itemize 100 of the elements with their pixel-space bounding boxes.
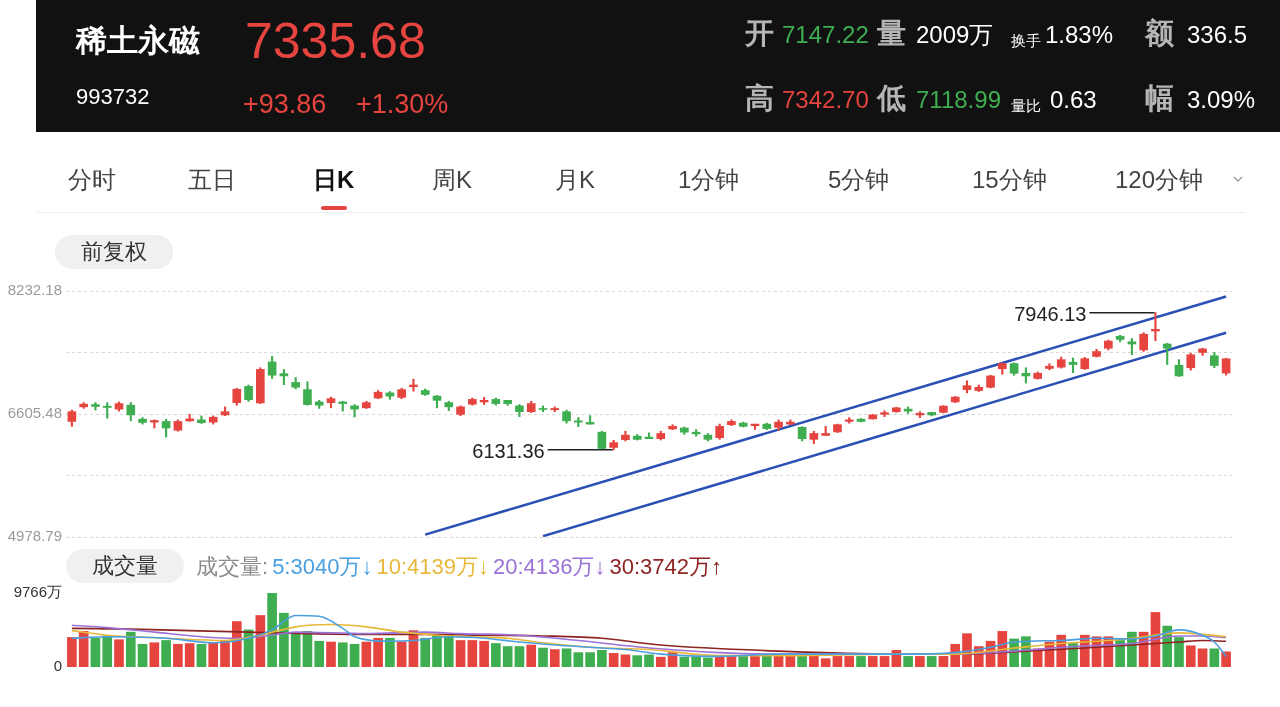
bar — [644, 654, 654, 667]
text: 开 — [745, 17, 774, 50]
chart-title: 成交量 — [66, 549, 184, 583]
bar — [161, 640, 171, 667]
text: 日K — [313, 165, 355, 195]
bar — [679, 656, 690, 667]
bar — [832, 656, 843, 667]
bar — [1185, 645, 1196, 667]
bar — [655, 656, 666, 667]
legend-title: 成交量: — [196, 553, 269, 581]
bar — [349, 643, 360, 667]
bar — [479, 640, 489, 667]
bar — [1209, 648, 1220, 667]
text: 幅 — [1145, 82, 1174, 115]
text: 量 — [877, 17, 906, 50]
candlestick — [409, 378, 418, 392]
bar — [597, 650, 607, 667]
bar — [514, 646, 525, 667]
text: 换手 — [1011, 32, 1041, 50]
y-tick-label: 8232.18 — [7, 281, 62, 299]
annotation: 7946.13 — [1014, 303, 1087, 326]
bar — [844, 656, 855, 667]
bar — [455, 640, 466, 667]
text: +1.30% — [356, 89, 449, 120]
line-series — [71, 614, 1227, 658]
bar — [750, 656, 760, 667]
y-tick-label: 0 — [53, 657, 62, 675]
bar — [502, 646, 513, 667]
bar — [856, 656, 866, 667]
bar — [549, 649, 560, 667]
bar — [573, 652, 584, 667]
bar — [361, 641, 372, 667]
text: 336.5 — [1187, 21, 1248, 49]
text: 15分钟 — [972, 165, 1047, 195]
bar — [385, 637, 395, 667]
bar — [184, 643, 195, 667]
bar — [585, 652, 595, 667]
bar — [396, 641, 407, 667]
text: 120分钟 — [1115, 165, 1204, 195]
text: 20:4136万↓ — [492, 553, 606, 581]
bar — [125, 631, 136, 667]
bar — [337, 642, 348, 667]
text: 额 — [1145, 17, 1174, 50]
text: 前复权 — [55, 235, 173, 269]
text: 7118.99 — [916, 86, 1001, 114]
bar — [620, 654, 631, 667]
bar — [267, 593, 277, 667]
bar — [1174, 637, 1184, 667]
text: 分时 — [68, 165, 116, 195]
bar — [867, 656, 878, 667]
bar — [903, 656, 913, 667]
bar — [220, 640, 230, 667]
text: 5分钟 — [828, 165, 890, 195]
text: 量比 — [1011, 97, 1041, 115]
bar — [432, 634, 442, 667]
bar — [926, 656, 937, 667]
bar — [691, 656, 701, 667]
bar — [137, 643, 148, 667]
bar — [90, 637, 101, 667]
bar — [173, 643, 183, 667]
bar — [820, 658, 831, 667]
bar — [1221, 651, 1231, 667]
text: 2009万 — [916, 21, 994, 49]
bar — [915, 656, 925, 667]
chart-subtitle: 993732 — [76, 84, 150, 110]
bar — [1197, 648, 1208, 667]
bar — [420, 637, 431, 667]
bar — [608, 653, 619, 667]
text: 30:3742万↑ — [609, 553, 723, 581]
bar — [373, 637, 383, 667]
series-label: 5:3040万↓ — [272, 553, 373, 581]
y-tick-label: 9766万 — [13, 583, 62, 601]
bar — [314, 640, 325, 667]
bar — [538, 647, 548, 667]
text: 7147.22 — [782, 21, 869, 49]
bar — [208, 642, 219, 667]
chart-title: 稀土永磁 — [76, 22, 200, 60]
text: 0.63 — [1050, 86, 1097, 114]
text: 1.83% — [1045, 21, 1114, 49]
bar — [797, 656, 807, 667]
bar — [102, 635, 113, 667]
text: 五日 — [188, 165, 236, 195]
candlestick — [1151, 312, 1160, 342]
bar — [114, 639, 124, 667]
bar — [149, 642, 160, 667]
bar — [632, 655, 643, 667]
text: 3.09% — [1187, 86, 1256, 114]
bar — [561, 648, 572, 667]
bar — [67, 637, 77, 667]
text: 1分钟 — [678, 165, 740, 195]
bar — [526, 644, 537, 667]
y-tick-label: 4978.79 — [7, 527, 62, 545]
text: 10:4139万↓ — [376, 553, 489, 581]
text: 周K — [432, 165, 473, 195]
text: 7342.70 — [782, 86, 869, 114]
text: 7335.68 — [245, 13, 426, 69]
bar — [703, 657, 713, 667]
bar — [938, 656, 949, 667]
bar — [738, 656, 749, 667]
bar — [467, 640, 478, 667]
